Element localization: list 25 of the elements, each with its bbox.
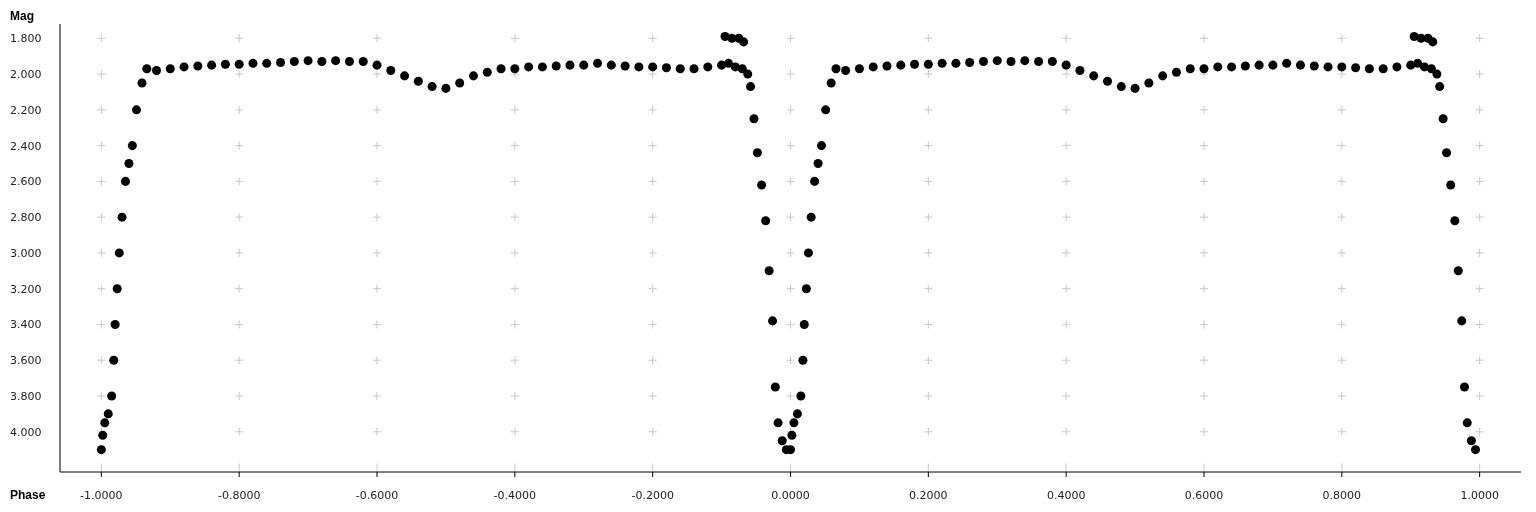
y-tick-label: 2.400 — [10, 139, 42, 153]
x-tick-label: 0.6000 — [1184, 488, 1224, 502]
y-tick-label: 2.200 — [10, 103, 42, 117]
y-tick-label: 3.400 — [10, 318, 42, 332]
x-tick-label: 1.0000 — [1460, 488, 1499, 502]
x-tick-label: -0.8000 — [217, 488, 261, 502]
y-tick-label: 3.600 — [10, 354, 42, 368]
x-tick-label: 0.0000 — [771, 488, 810, 502]
y-axis-title: Mag — [10, 9, 34, 23]
x-tick-label: -1.0000 — [80, 488, 123, 502]
y-tick-label: 3.200 — [10, 282, 42, 296]
x-tick-label: -0.2000 — [631, 488, 674, 502]
y-tick-label: 2.800 — [10, 211, 42, 225]
y-tick-label: 4.000 — [10, 425, 42, 439]
x-tick-label: -0.4000 — [493, 488, 537, 502]
x-tick-label: -0.6000 — [355, 488, 399, 502]
y-tick-label: 1.800 — [10, 32, 42, 46]
x-axis-title: Phase — [10, 488, 46, 502]
x-tick-label: 0.8000 — [1322, 488, 1362, 502]
x-tick-label: 0.2000 — [909, 488, 948, 502]
y-tick-label: 3.800 — [10, 389, 42, 403]
y-tick-label: 2.000 — [10, 68, 42, 82]
x-tick-label: 0.4000 — [1046, 488, 1086, 502]
y-tick-label: 2.600 — [10, 175, 42, 189]
y-tick-label: 3.000 — [10, 246, 42, 260]
